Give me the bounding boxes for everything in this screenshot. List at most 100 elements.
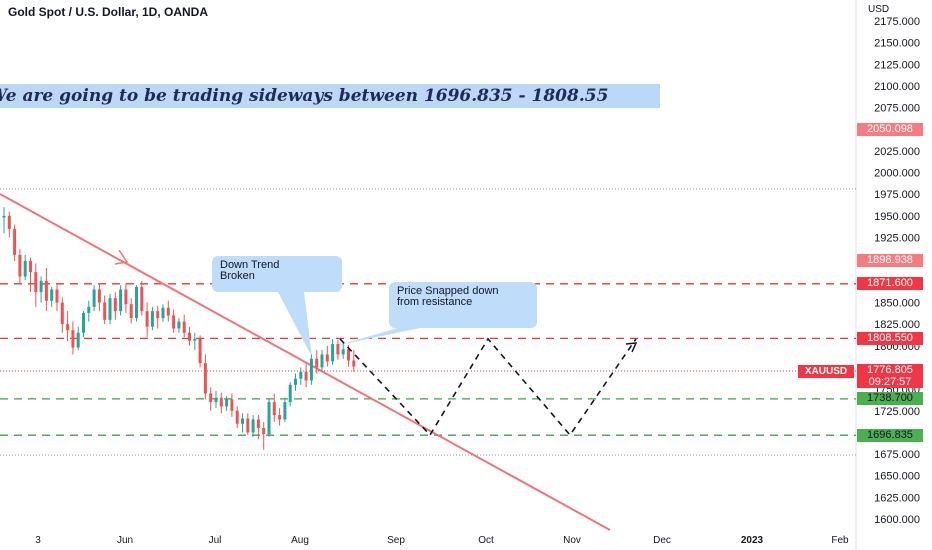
candle-body — [272, 402, 276, 416]
level-tag-5[interactable]: 1696.835 — [857, 428, 923, 442]
candle-body — [66, 324, 70, 331]
candle-body — [29, 260, 32, 273]
candle-body — [18, 254, 22, 277]
x-tick-label: Jun — [117, 535, 133, 546]
candle-body — [145, 311, 149, 327]
y-tick-label: 1725.000 — [874, 406, 920, 418]
candle-body — [230, 399, 234, 411]
candle-body — [2, 215, 6, 218]
candle-body — [87, 306, 91, 313]
x-tick-label: Jul — [209, 535, 222, 546]
candle-body — [283, 402, 287, 420]
candle-body — [288, 384, 292, 403]
candle-body — [256, 419, 260, 429]
candle-body — [135, 286, 138, 319]
candle-body — [203, 363, 207, 394]
candle-body — [325, 354, 329, 362]
candle-body — [177, 321, 181, 329]
annotation-banner[interactable]: We are going to be trading sideways betw… — [0, 84, 660, 108]
callout-trend-broken[interactable]: Down Trend Broken — [212, 256, 342, 292]
candle-body — [294, 378, 297, 385]
candle-body — [198, 338, 202, 364]
callout-trend-broken-text: Down Trend Broken — [220, 259, 280, 282]
candle-body — [150, 311, 154, 327]
candle-body — [209, 393, 213, 403]
candle-body — [246, 418, 250, 433]
candle-body — [267, 402, 271, 435]
candle-body — [214, 397, 218, 403]
candle-body — [320, 354, 324, 368]
candle-body — [161, 307, 165, 319]
candle-body — [92, 289, 96, 307]
currency-label: USD — [868, 4, 890, 15]
level-tag-4[interactable]: 1738.700 — [857, 392, 923, 406]
candle-body — [241, 418, 244, 424]
y-tick-label: 1950.000 — [874, 211, 920, 223]
callout-price-snapped[interactable]: Price Snapped down from resistance — [389, 282, 537, 328]
candle-body — [278, 415, 282, 420]
level-tag-3[interactable]: 1808.550 — [857, 331, 923, 345]
y-tick-label: 2150.000 — [874, 38, 920, 50]
candle-body — [55, 289, 59, 303]
y-tick-label: 1650.000 — [874, 471, 920, 483]
y-tick-label: 2100.000 — [874, 81, 920, 93]
candle-body — [119, 289, 123, 312]
y-tick-label: 2000.000 — [874, 168, 920, 180]
x-tick-label: Dec — [653, 535, 671, 546]
y-tick-label: 1825.000 — [874, 319, 920, 331]
candle-body — [50, 289, 54, 301]
y-tick-label: 1600.000 — [874, 514, 920, 526]
y-tick-label: 1675.000 — [874, 449, 920, 461]
candle-body — [235, 410, 239, 424]
candle-body — [172, 315, 176, 329]
callout-price-snapped-text: Price Snapped down from resistance — [397, 285, 499, 308]
candle-body — [331, 344, 335, 362]
trendline-arrow — [114, 249, 129, 265]
candle-body — [23, 260, 27, 277]
candle-body — [219, 397, 223, 407]
candle-body — [39, 280, 43, 293]
y-tick-label: 1625.000 — [874, 492, 920, 504]
x-tick-label: 2023 — [741, 535, 764, 546]
candle-body — [166, 307, 170, 316]
y-tick-label: 1975.000 — [874, 189, 920, 201]
candle-body — [188, 332, 191, 341]
candle-body — [76, 332, 80, 348]
candle-body — [124, 289, 128, 305]
y-tick-label: 2075.000 — [874, 103, 920, 115]
x-tick-label: Sep — [387, 535, 405, 546]
candle-body — [60, 302, 64, 325]
candle-body — [7, 215, 11, 229]
candle-body — [129, 304, 133, 319]
countdown: 09:27:57 — [868, 376, 912, 388]
downtrend-line[interactable] — [0, 193, 611, 531]
current-price: 1776.805 — [867, 364, 913, 376]
candle-body — [336, 344, 340, 355]
candle-body — [262, 428, 266, 435]
candle-body — [44, 280, 48, 301]
level-tag-2[interactable]: 1871.600 — [857, 277, 923, 291]
projection-zigzag[interactable] — [339, 337, 637, 437]
candle-body — [113, 298, 117, 312]
y-tick-label: 2025.000 — [874, 146, 920, 158]
candle-body — [299, 371, 303, 379]
chart-title: Gold Spot / U.S. Dollar, 1D, OANDA — [8, 5, 209, 19]
candle-body — [193, 338, 197, 341]
y-tick-label: 1925.000 — [874, 233, 920, 245]
candle-body — [13, 228, 17, 255]
x-tick-label: 3 — [35, 535, 41, 546]
projection-arrowhead — [625, 342, 638, 353]
candle-body — [34, 272, 38, 293]
level-tag-1[interactable]: 1898.938 — [857, 253, 923, 267]
banner-text: We are going to be trading sideways betw… — [0, 86, 609, 106]
candle-body — [347, 349, 350, 361]
candle-body — [97, 289, 101, 303]
level-tag-0[interactable]: 2050.098 — [857, 122, 923, 136]
candle-body — [341, 349, 345, 355]
x-tick-label: Nov — [563, 535, 581, 546]
x-tick-label: Oct — [478, 535, 494, 546]
candle-body — [352, 360, 356, 367]
candle-body — [309, 358, 313, 381]
candle-body — [82, 312, 85, 333]
